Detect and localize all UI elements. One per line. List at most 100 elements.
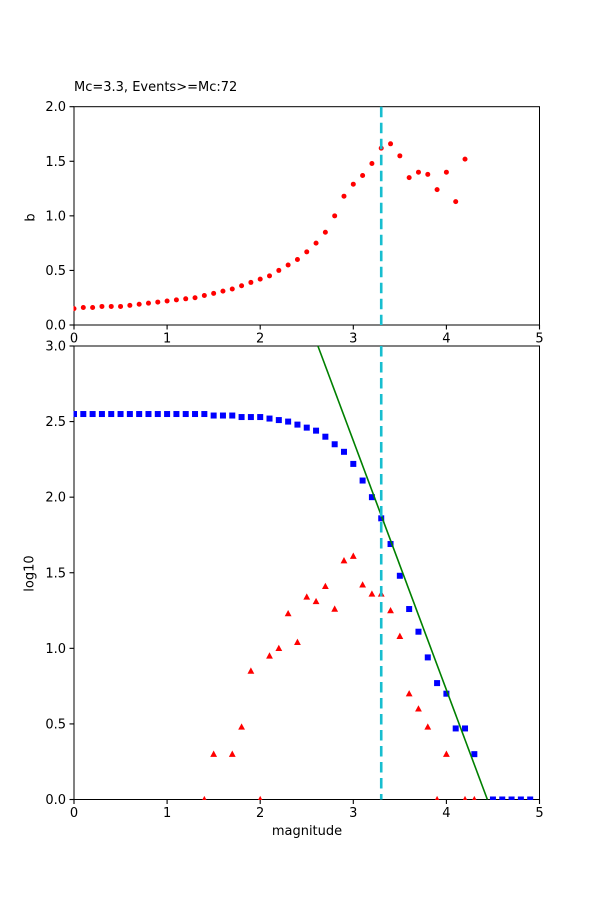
cumulative-event-counts-log10-point [257,414,264,421]
b-value-vs-cutoff-magnitude-point [248,279,254,285]
binned-event-counts-log10-point [294,638,301,645]
binned-event-counts-log10-point [424,723,432,730]
binned-event-counts-log10-point [228,750,236,757]
y-tick-label: 1.0 [45,209,66,224]
cumulative-event-counts-log10-point [434,680,441,687]
binned-event-counts-log10-point [210,750,218,757]
gutenberg-richter-fit-line [317,345,489,800]
cumulative-event-counts-log10-point [136,411,143,418]
b-value-vs-cutoff-magnitude-point [99,303,105,309]
b-value-vs-cutoff-magnitude-point [145,300,151,306]
cumulative-event-counts-log10-point [154,411,161,418]
cumulative-event-counts-log10-point [443,690,450,697]
cumulative-event-counts-log10-point [275,417,282,424]
binned-event-counts-log10-point [257,795,263,800]
x-tick-label: 2 [256,332,264,347]
b-axis-label: b [23,213,39,222]
b-value-vs-cutoff-magnitude-point [434,187,440,193]
y-tick-label: 2.0 [45,100,66,115]
cumulative-event-counts-log10-point [452,725,459,732]
y-tick-label: 0.5 [45,264,66,279]
y-tick-label: 0.0 [45,793,66,808]
b-value-vs-cutoff-magnitude-point [443,169,449,175]
x-tick-label: 1 [163,806,171,821]
x-tick-label: 3 [349,806,357,821]
y-tick-label: 0.5 [45,717,66,732]
b-value-vs-cutoff-magnitude-point [73,306,77,312]
top-chart: 0 1 2 3 4 5 0.0 0.5 1.0 1.5 2.0 [45,100,543,346]
b-value-vs-cutoff-magnitude-point [453,199,459,205]
b-value-vs-cutoff-magnitude-point [90,305,96,311]
b-value-vs-cutoff-magnitude-point [341,193,347,199]
binned-event-counts-log10-point [247,667,255,674]
b-value-vs-cutoff-magnitude-point [425,171,431,177]
cumulative-event-counts-log10-point [73,411,77,418]
b-value-vs-cutoff-magnitude-point [127,302,133,308]
y-tick-label: 2.0 [45,491,66,506]
cumulative-event-counts-log10-point [359,477,366,484]
cumulative-event-counts-log10-point [499,796,506,800]
series-group [73,141,468,312]
binned-event-counts-log10-point [266,652,273,659]
cumulative-event-counts-log10-point [210,412,217,419]
cumulative-event-counts-log10-point [80,411,87,418]
log10-axis-label: log10 [22,555,38,592]
cumulative-event-counts-log10-point [229,412,236,419]
b-value-vs-cutoff-magnitude-point [201,293,207,299]
cumulative-event-counts-log10-point [322,433,329,440]
cumulative-event-counts-log10-point [387,541,394,548]
b-value-vs-cutoff-magnitude-point [294,257,300,263]
binned-event-counts-log10-point [396,632,404,639]
binned-event-counts-log10-point [462,795,468,800]
binned-event-counts-log10-point [275,644,283,652]
cumulative-event-counts-log10-point [340,448,347,455]
x-tick-label: 4 [442,806,450,821]
binned-event-counts-log10-point [368,590,376,597]
x-tick-label: 0 [70,806,78,821]
cumulative-event-counts-log10-point [424,654,431,661]
b-value-vs-cutoff-magnitude-point [155,299,161,305]
b-value-vs-cutoff-magnitude-point [80,305,86,311]
binned-event-counts-log10-point [202,795,207,800]
binned-event-counts-log10-point [349,552,357,559]
cumulative-event-counts-log10-point [294,421,301,428]
cumulative-event-counts-log10-point [192,411,199,418]
x-tick-label: 2 [256,806,264,821]
cumulative-event-counts-log10-point [406,606,413,613]
b-value-vs-cutoff-magnitude-point [285,262,291,268]
cumulative-event-counts-log10-point [126,411,133,418]
x-tick-label: 5 [535,332,543,347]
b-value-vs-cutoff-magnitude-point [257,276,263,282]
cumulative-event-counts-log10-point [350,460,357,467]
binned-event-counts-log10-point [331,605,339,612]
series-group [73,345,534,800]
b-value-vs-cutoff-magnitude-point [118,303,124,309]
axes-border [73,106,540,326]
cumulative-event-counts-log10-point [313,427,320,434]
y-tick-label: 0.0 [45,319,66,334]
binned-event-counts-log10-point [238,723,245,730]
b-value-vs-cutoff-magnitude-point [462,156,468,162]
x-tick-label: 0 [70,332,78,347]
magnitude-axis-label: magnitude [271,824,343,839]
cumulative-event-counts-log10-point [471,751,478,758]
b-value-vs-cutoff-magnitude-point [350,181,356,187]
y-tick-label: 1.5 [45,566,66,581]
cumulative-event-counts-log10-point [331,441,338,448]
b-value-vs-cutoff-magnitude-point [239,283,245,289]
binned-event-counts-log10-point [321,582,329,590]
b-value-vs-cutoff-magnitude-point [211,290,217,296]
binned-event-counts-log10-point [303,593,311,600]
b-value-vs-cutoff-magnitude-point [388,141,394,147]
b-value-vs-cutoff-magnitude-point [276,267,282,273]
binned-event-counts-log10-point [434,795,440,800]
binned-event-counts-log10-point [284,609,292,617]
chart-title: Mc=3.3, Events>=Mc:72 [74,80,238,95]
cumulative-event-counts-log10-point [89,411,96,418]
b-value-vs-cutoff-magnitude-point [369,160,375,166]
cumulative-event-counts-log10-point [201,411,208,418]
y-tick-label: 1.0 [45,642,66,657]
bottom-chart: 0 1 2 3 4 5 0.0 0.5 1.0 1.5 2.0 2.5 3.0 [45,340,543,822]
